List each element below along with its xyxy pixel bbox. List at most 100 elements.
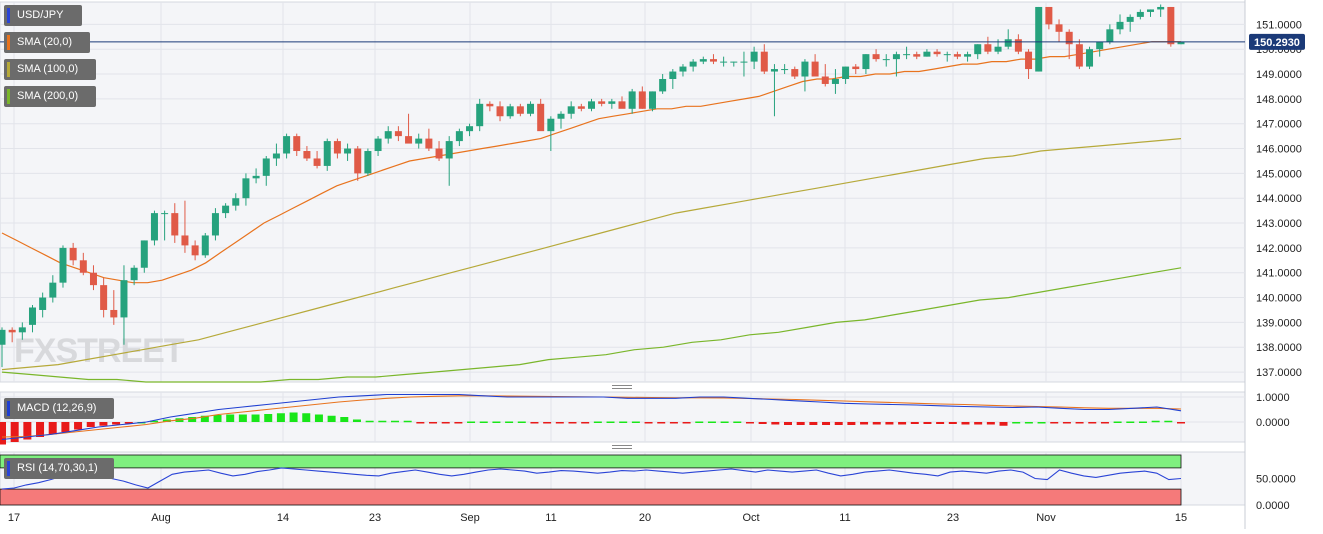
price-axis-tick-label: 140.0000 — [1256, 293, 1302, 305]
candle-body — [547, 118, 555, 132]
price-axis-tick-label: 146.0000 — [1256, 144, 1302, 156]
candle-body — [313, 158, 321, 166]
macd-line — [1, 393, 1182, 441]
candle-body — [1025, 51, 1033, 70]
macd-histogram-bar — [365, 420, 374, 423]
legend-sma100[interactable]: SMA (100,0) — [4, 59, 96, 80]
candle-body — [171, 213, 179, 236]
legend-sma20[interactable]: SMA (20,0) — [4, 32, 90, 53]
series-line-sma-200-0- — [1, 267, 1182, 383]
pane-divider-handle[interactable] — [612, 445, 632, 446]
candle-body — [445, 141, 453, 159]
series-line-sma-20-0- — [1, 41, 1181, 284]
candle-body — [669, 71, 677, 79]
macd-histogram-bar — [745, 422, 754, 424]
candle-body — [1126, 16, 1134, 22]
candle-body — [750, 51, 758, 62]
legend-macd[interactable]: MACD (12,26,9) — [4, 398, 114, 419]
macd-histogram-bar — [454, 422, 463, 424]
macd-histogram-bar — [327, 415, 336, 422]
price-axis-tick-label: 138.0000 — [1256, 342, 1302, 354]
pane-divider-handle[interactable] — [612, 385, 632, 386]
macd-histogram-bar — [74, 422, 83, 430]
macd-histogram-bar — [226, 414, 235, 422]
candle-body — [1014, 39, 1022, 52]
macd-histogram-bar — [162, 419, 171, 422]
candle-body — [496, 106, 504, 117]
legend-symbol-label: USD/JPY — [17, 9, 64, 21]
macd-histogram-bar — [200, 415, 209, 422]
fxstreet-watermark: FXSTREET — [14, 332, 185, 370]
candle-body — [120, 280, 128, 318]
macd-histogram-bar — [593, 421, 602, 423]
price-axis-tick-label: 143.0000 — [1256, 218, 1302, 230]
macd-histogram-bar — [479, 421, 488, 423]
legend-sma20-swatch — [7, 35, 10, 50]
candle-body — [1157, 6, 1165, 10]
legend-sma200[interactable]: SMA (200,0) — [4, 86, 96, 107]
candle-body — [252, 175, 260, 179]
legend-rsi[interactable]: RSI (14,70,30,1) — [4, 458, 114, 479]
candle-body — [1177, 41, 1185, 45]
candle-body — [821, 76, 829, 84]
legend-symbol[interactable]: USD/JPY — [4, 5, 82, 26]
candle-body — [415, 138, 423, 144]
macd-histogram-bar — [834, 422, 843, 425]
macd-histogram-bar — [923, 422, 932, 424]
candle-body — [49, 282, 57, 298]
macd-histogram-bar — [23, 422, 32, 440]
macd-histogram-bar — [898, 422, 907, 425]
price-axis-tick-label: 151.0000 — [1256, 19, 1302, 31]
candle-body — [831, 78, 839, 84]
macd-histogram-bar — [403, 420, 412, 423]
legend-sma20-label: SMA (20,0) — [17, 36, 73, 48]
macd-histogram-bar — [124, 422, 133, 424]
macd-histogram-bar — [99, 422, 108, 426]
candle-body — [852, 66, 860, 70]
candle-body — [933, 51, 941, 55]
candle-body — [679, 66, 687, 72]
macd-histogram-bar — [555, 422, 564, 424]
macd-histogram-bar — [188, 417, 197, 422]
macd-histogram-bar — [1138, 421, 1147, 423]
candle-body — [801, 61, 809, 77]
pane-divider-handle[interactable] — [612, 388, 632, 389]
candle-body — [913, 54, 921, 57]
pane-divider-handle[interactable] — [612, 448, 632, 449]
candle-body — [557, 113, 565, 119]
candle-body — [130, 267, 138, 281]
price-axis-tick-label: 142.0000 — [1256, 243, 1302, 255]
macd-histogram-bar — [872, 422, 881, 425]
candle-body — [537, 103, 545, 132]
macd-histogram-bar — [784, 422, 792, 425]
macd-histogram-bar — [1164, 420, 1173, 423]
macd-histogram-bar — [36, 422, 45, 437]
macd-histogram-bar — [1151, 420, 1160, 423]
macd-histogram-bar — [581, 422, 590, 424]
candle-body — [648, 91, 656, 109]
candle-body — [903, 54, 911, 56]
rsi-line — [1, 467, 1182, 490]
macd-histogram-bar — [809, 422, 818, 425]
candle-body — [984, 44, 992, 52]
macd-histogram-bar — [619, 421, 628, 423]
macd-histogram-bar — [695, 421, 704, 423]
macd-histogram-bar — [289, 412, 298, 422]
candle-body — [1147, 9, 1155, 12]
candle-body — [435, 148, 443, 159]
rsi-axis-tick-label: 0.0000 — [1256, 500, 1290, 512]
candle-body — [628, 91, 636, 109]
candle-body — [344, 148, 352, 154]
candle-body — [283, 136, 291, 154]
macd-histogram-bar — [429, 422, 438, 424]
candle-body — [618, 101, 626, 109]
candle-body — [760, 51, 768, 72]
macd-histogram-bar — [568, 422, 577, 424]
macd-histogram-bar — [936, 422, 945, 424]
candle-body — [272, 153, 280, 159]
x-axis-tick-label: 23 — [369, 512, 381, 524]
candle-body — [211, 213, 219, 236]
macd-histogram-bar — [606, 421, 615, 423]
macd-histogram-bar — [682, 422, 691, 424]
